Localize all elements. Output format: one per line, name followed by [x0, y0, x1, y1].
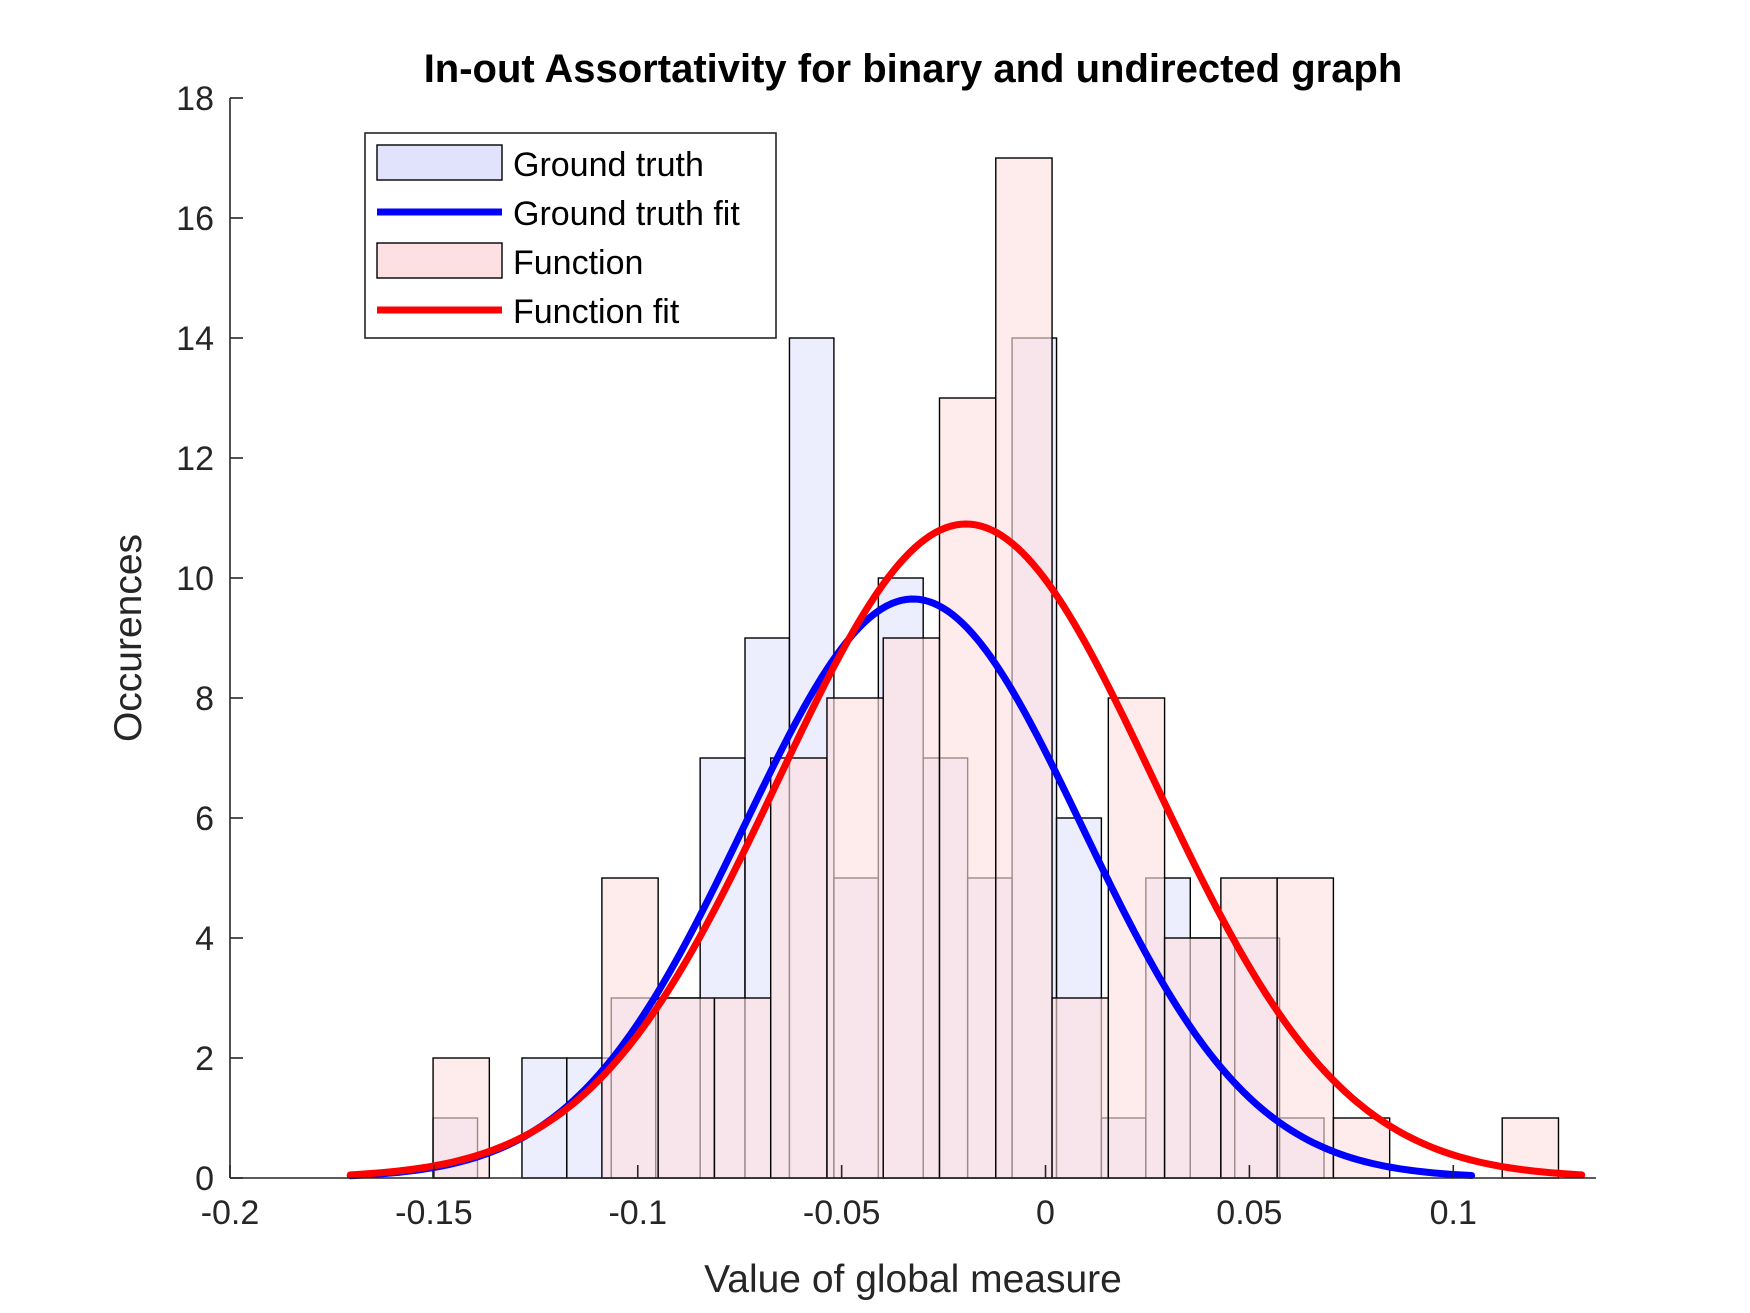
y-tick-label: 6	[195, 800, 214, 838]
x-tick-label: 0.05	[1216, 1194, 1282, 1232]
y-ticks: 0 2 4 6 8 10 12 14 16 18	[176, 80, 243, 1198]
function-bar	[938, 397, 997, 1179]
y-tick-label: 14	[176, 320, 214, 358]
x-tick-label: -0.05	[803, 1194, 881, 1232]
legend-label-ground-truth-fit: Ground truth fit	[513, 195, 740, 233]
legend-label-ground-truth: Ground truth	[513, 146, 704, 184]
legend-swatch-ground-truth	[376, 144, 503, 181]
legend-label-function-fit: Function fit	[513, 293, 680, 331]
y-tick-label: 4	[195, 920, 214, 958]
y-tick-label: 0	[195, 1160, 214, 1198]
x-tick-label: -0.2	[201, 1194, 260, 1232]
y-tick-label: 12	[176, 440, 214, 478]
function-bar	[1332, 1117, 1391, 1179]
axes	[229, 98, 1596, 1179]
legend: Ground truth Ground truth fit Function F…	[364, 132, 777, 339]
legend-swatch-function	[376, 242, 503, 279]
function-bar	[1051, 997, 1110, 1179]
fit-lines	[346, 520, 1586, 1180]
function-bar	[769, 757, 828, 1179]
x-tick-label: -0.1	[608, 1194, 667, 1232]
y-tick-label: 10	[176, 560, 214, 598]
x-tick-label: -0.15	[395, 1194, 473, 1232]
function-bar	[1220, 877, 1278, 1179]
function-bar	[601, 877, 659, 1179]
y-tick-label: 8	[195, 680, 214, 718]
y-tick-label: 18	[176, 80, 214, 118]
function-bar	[882, 637, 941, 1179]
chart-title: In-out Assortativity for binary and undi…	[424, 47, 1403, 91]
function-bar	[657, 997, 716, 1179]
legend-label-function: Function	[513, 244, 643, 282]
function-bar	[995, 157, 1053, 1179]
x-axis-label: Value of global measure	[704, 1258, 1122, 1301]
y-axis-label: Occurences	[107, 534, 150, 742]
function-fit-line	[346, 520, 1586, 1179]
y-tick-label: 2	[195, 1040, 214, 1078]
x-tick-label: 0.1	[1430, 1194, 1477, 1232]
y-tick-label: 16	[176, 200, 214, 238]
function-bar	[713, 997, 772, 1179]
x-ticks: -0.2 -0.15 -0.1 -0.05 0 0.05 0.1	[201, 1165, 1477, 1232]
x-tick-label: 0	[1036, 1194, 1055, 1232]
function-bar	[826, 697, 884, 1179]
